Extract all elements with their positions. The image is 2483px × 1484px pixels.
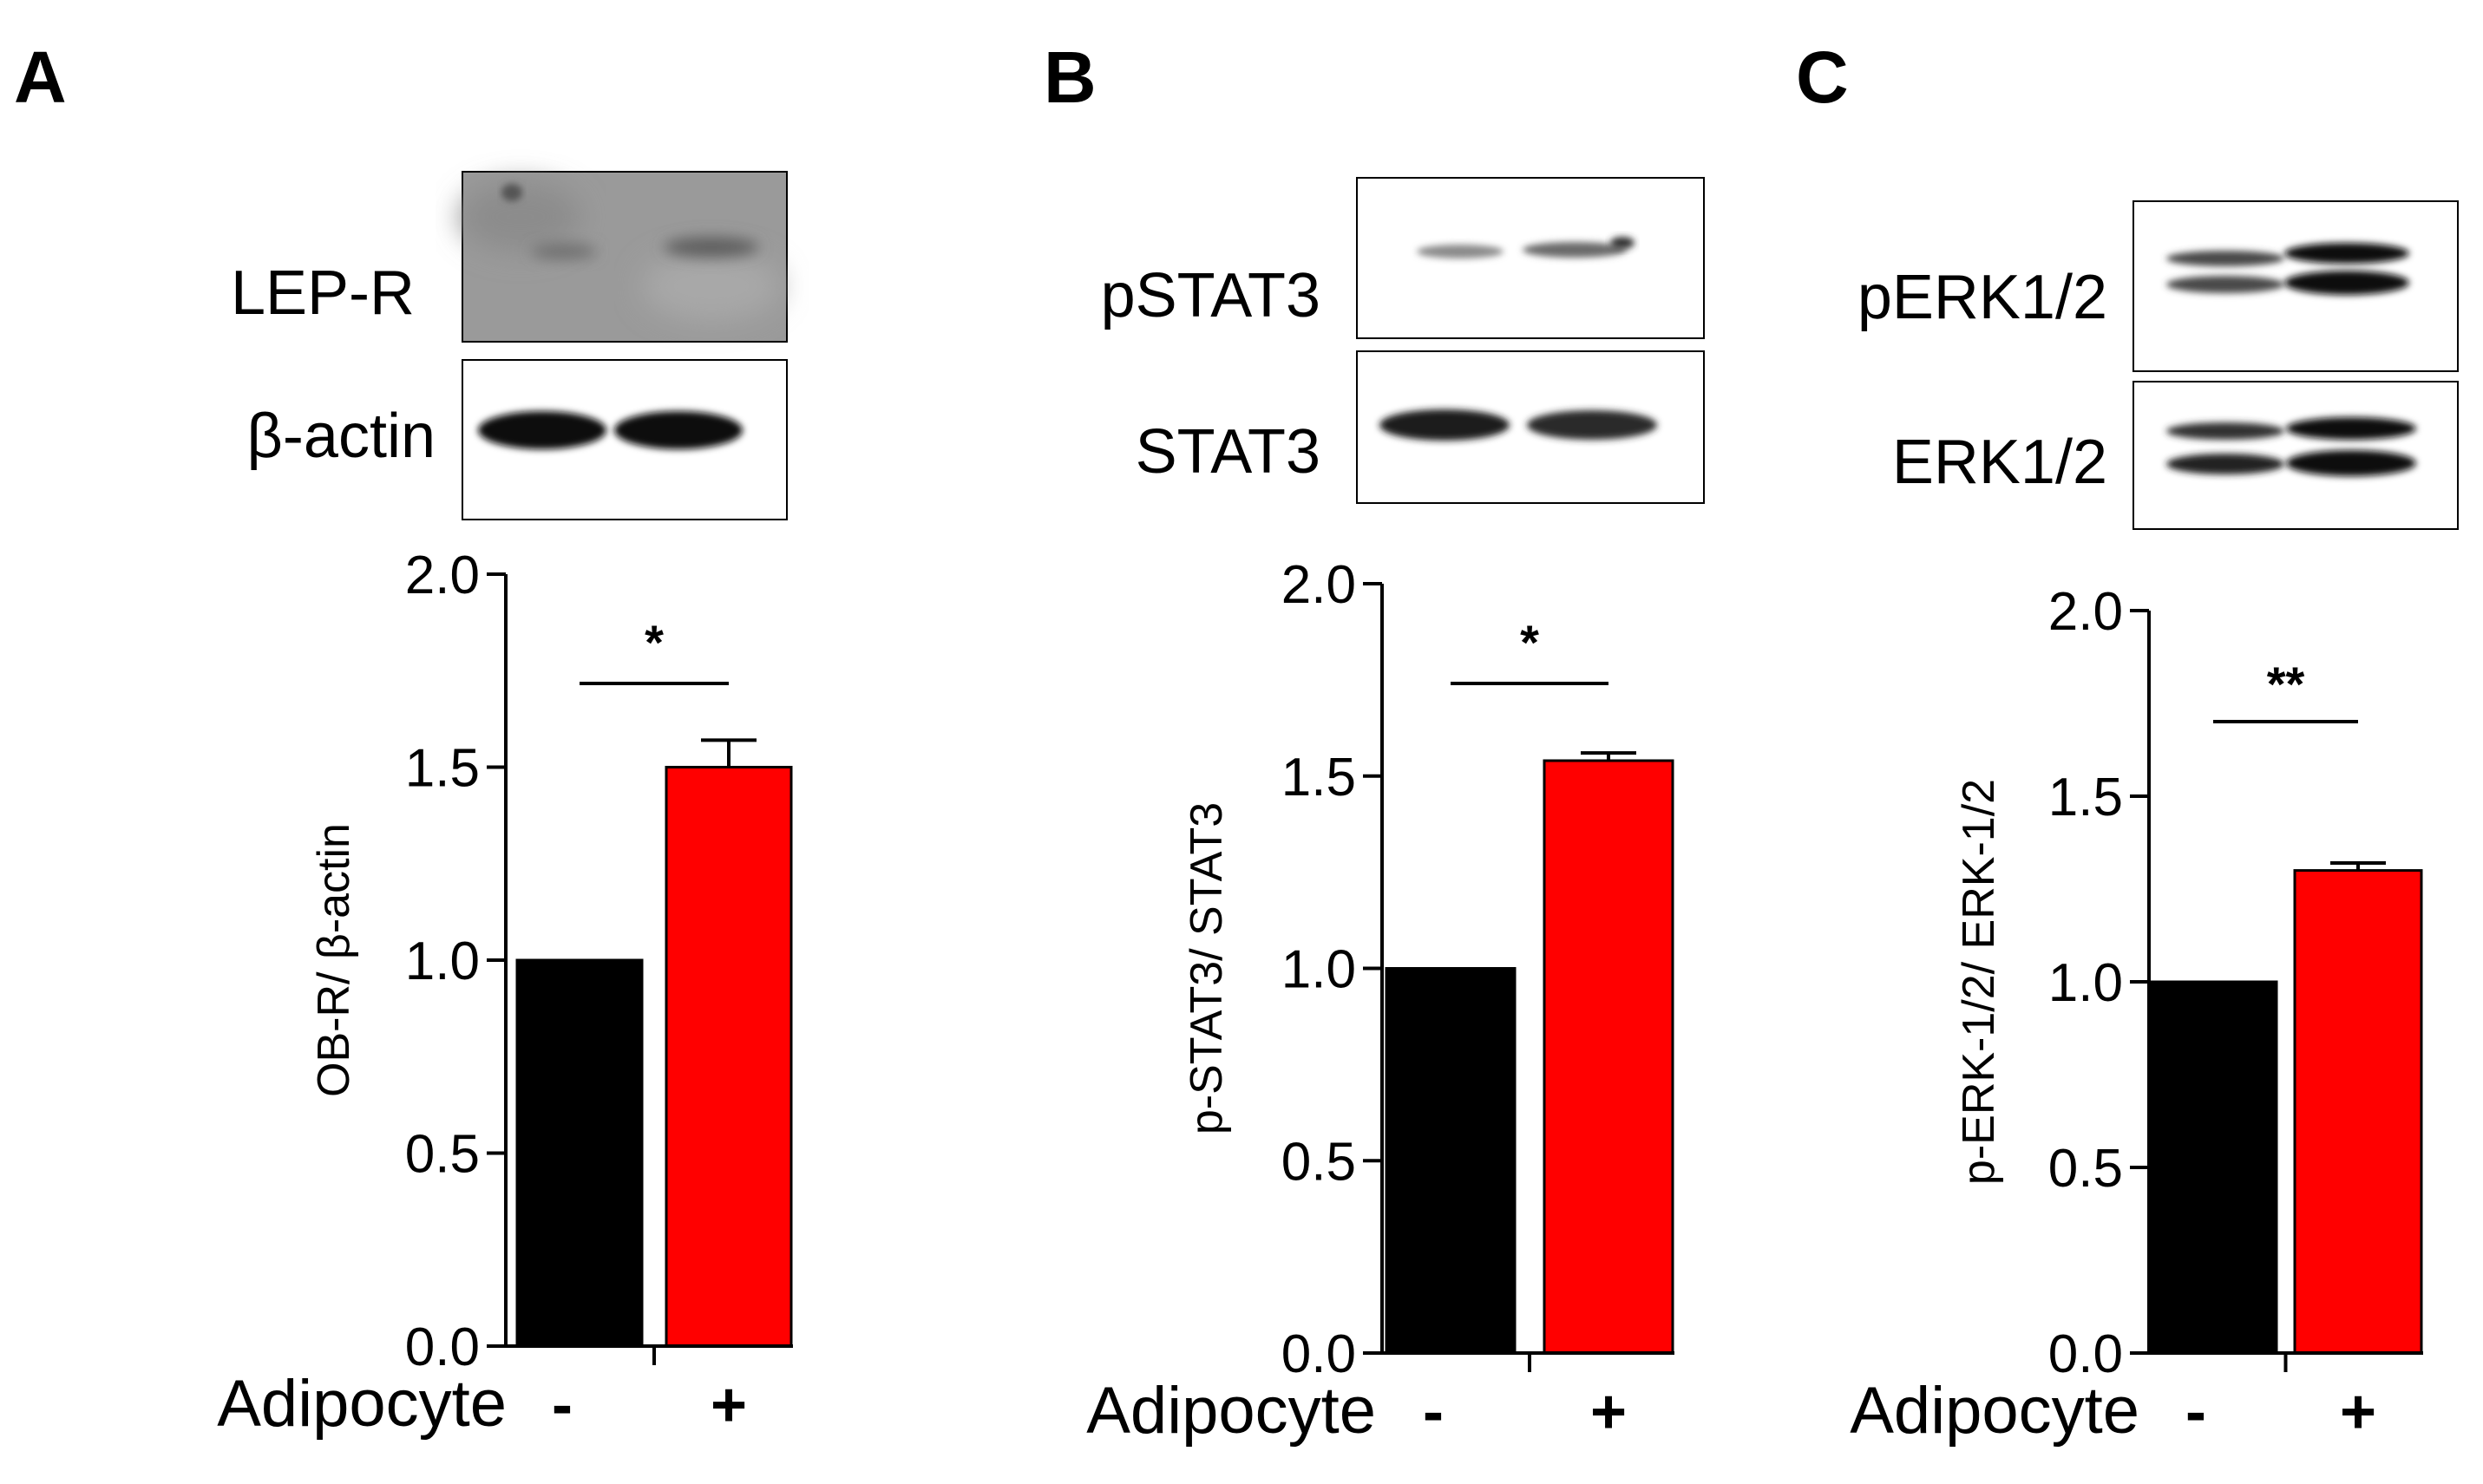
chart-c: 0.0 0.5 1.0 1.5 2.0 p-ERK-1/2/ ERK-1/2 ** Adipo… <box>1850 582 2423 1448</box>
chart-a: 0.0 0.5 1.0 1.5 2.0 OB-R/ β-actin * Adipocyte - + <box>217 546 793 1441</box>
x-group-label: Adipocyte <box>1086 1374 1376 1448</box>
bar-plus <box>2293 869 2423 1355</box>
x-group-label: Adipocyte <box>217 1367 507 1441</box>
y-tick-label: 0.5 <box>2048 1139 2123 1199</box>
y-tick-label: 1.0 <box>2048 953 2123 1013</box>
bar-minus <box>2148 980 2278 1355</box>
panel-letter-b: B <box>1044 36 1097 118</box>
x-category-label: - <box>2185 1377 2206 1447</box>
x-category-label: - <box>1423 1377 1444 1447</box>
y-tick-label: 0.0 <box>405 1317 480 1377</box>
blot-label-lep-r: LEP-R <box>231 258 415 328</box>
bar-plus <box>665 766 793 1348</box>
y-axis-label: p-ERK-1/2/ ERK-1/2 <box>1954 779 2004 1185</box>
panel-letter-a: A <box>14 36 67 118</box>
blot-label-erk: ERK1/2 <box>1892 428 2107 497</box>
blot-lep-r <box>460 171 788 343</box>
significance-marker: ** <box>2267 657 2305 711</box>
blot-beta-actin <box>462 359 788 520</box>
bar-minus <box>515 958 644 1348</box>
blot-label-stat3: STAT3 <box>1136 417 1320 487</box>
blot-label-pstat3: pSTAT3 <box>1101 261 1320 330</box>
significance-marker: * <box>1520 615 1539 670</box>
bar-minus <box>1385 967 1517 1355</box>
y-axis-label: p-STAT3/ STAT3 <box>1182 802 1232 1134</box>
chart-b: 0.0 0.5 1.0 1.5 2.0 p-STAT3/ STAT3 * Adipocyte -… <box>1086 555 1674 1448</box>
blot-erk <box>2132 381 2459 530</box>
x-category-label: + <box>1590 1377 1627 1447</box>
y-tick-label: 1.5 <box>2048 768 2123 827</box>
x-group-label: Adipocyte <box>1850 1374 2139 1448</box>
y-tick-label: 2.0 <box>2048 582 2123 642</box>
y-tick-label: 0.5 <box>405 1125 480 1185</box>
blot-perk <box>2132 200 2459 372</box>
y-axis-label: OB-R/ β-actin <box>309 823 359 1097</box>
y-tick-label: 1.0 <box>1281 940 1356 1000</box>
y-tick-label: 0.5 <box>1281 1132 1356 1192</box>
bar-plus <box>1543 759 1674 1355</box>
blot-stat3 <box>1356 350 1705 504</box>
x-category-label: + <box>711 1370 747 1440</box>
blot-label-beta-actin: β-actin <box>247 402 436 471</box>
y-tick-label: 1.0 <box>405 932 480 991</box>
y-tick-label: 2.0 <box>1281 555 1356 615</box>
blot-label-perk: pERK1/2 <box>1857 263 2107 332</box>
y-tick-label: 1.5 <box>1281 748 1356 807</box>
y-tick-label: 2.0 <box>405 546 480 605</box>
panel-letter-c: C <box>1796 36 1849 118</box>
y-tick-label: 0.0 <box>1281 1324 1356 1384</box>
x-category-label: - <box>552 1370 573 1440</box>
y-tick-label: 0.0 <box>2048 1324 2123 1384</box>
x-category-label: + <box>2340 1377 2376 1447</box>
significance-marker: * <box>645 615 664 670</box>
blot-pstat3 <box>1356 177 1705 339</box>
y-tick-label: 1.5 <box>405 739 480 799</box>
